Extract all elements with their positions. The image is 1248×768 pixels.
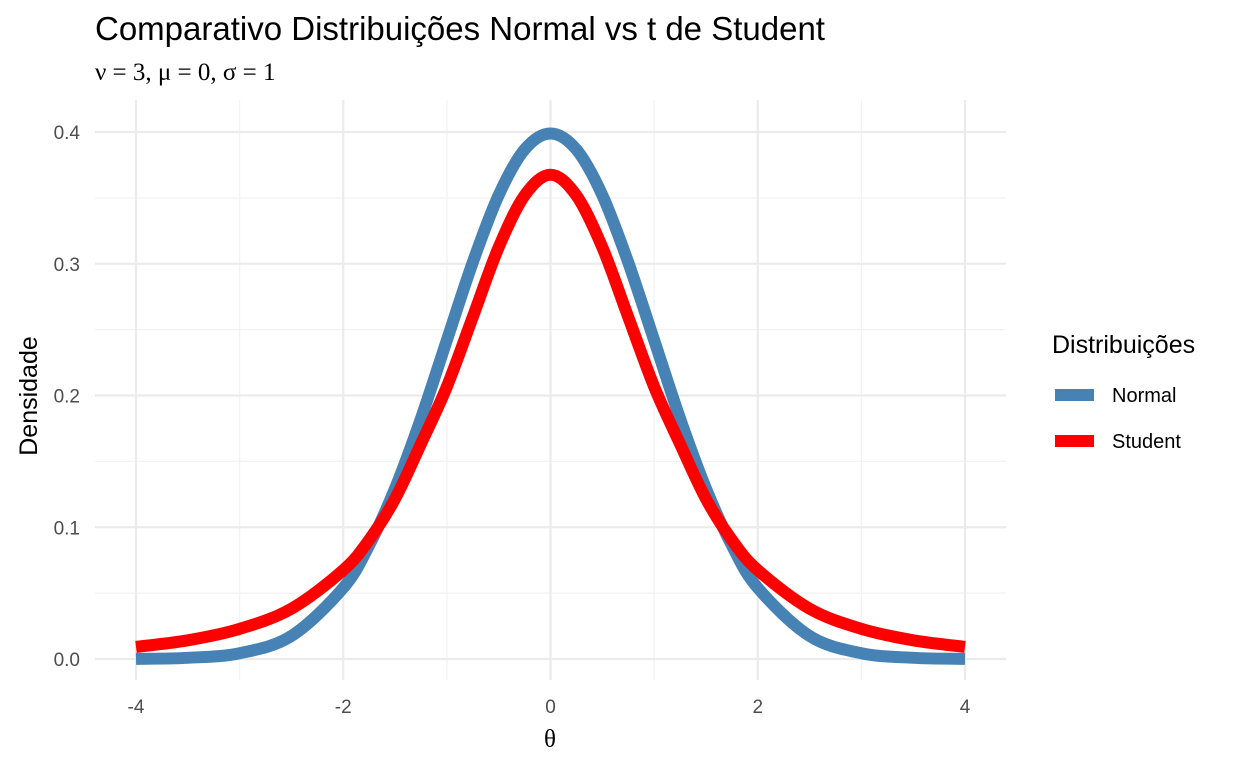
y-tick-label: 0.4 (54, 123, 81, 144)
y-axis-tick-labels: 0.0 0.1 0.2 0.3 0.4 (54, 123, 81, 671)
legend-label-student: Student (1112, 431, 1181, 453)
legend-label-normal: Normal (1112, 385, 1176, 407)
legend: Distribuições Normal Student (1052, 331, 1195, 453)
x-axis-title: θ (544, 726, 556, 753)
legend-title: Distribuições (1052, 331, 1195, 359)
y-tick-label: 0.0 (54, 650, 80, 671)
series-line-student (135, 168, 966, 653)
y-axis-title: Densidade (15, 336, 43, 456)
series-lines (135, 127, 966, 665)
legend-key-student (1055, 435, 1094, 447)
y-tick-label: 0.2 (54, 387, 80, 408)
chart-subtitle: ν = 3, μ = 0, σ = 1 (95, 59, 275, 86)
series-line-normal (135, 127, 966, 665)
chart-title: Comparativo Distribuições Normal vs t de… (95, 10, 825, 47)
x-tick-label: 4 (960, 697, 971, 718)
legend-items: Normal Student (1055, 385, 1181, 453)
x-tick-label: 2 (752, 697, 763, 718)
x-tick-label: 0 (545, 697, 556, 718)
x-tick-label: -4 (128, 697, 145, 718)
y-tick-label: 0.3 (54, 255, 80, 276)
y-tick-label: 0.1 (54, 518, 80, 539)
x-tick-label: -2 (335, 697, 352, 718)
x-axis-tick-labels: -4 -2 0 2 4 (128, 697, 971, 718)
legend-key-normal (1055, 389, 1094, 401)
